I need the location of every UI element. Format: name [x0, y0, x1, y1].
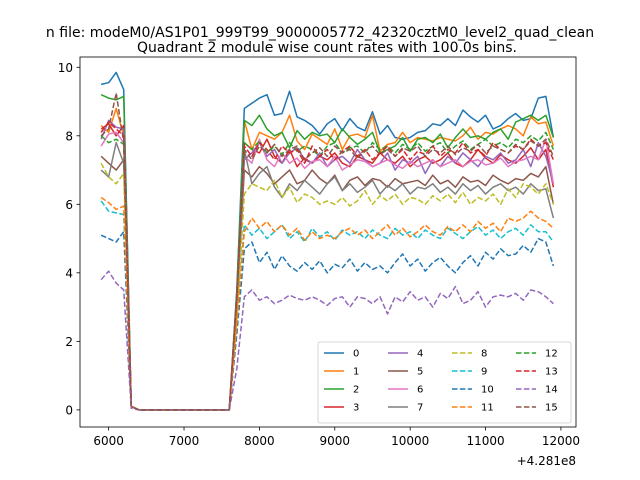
x-tick-label: 9000 [320, 434, 351, 448]
legend-label-10: 10 [481, 385, 494, 396]
y-tick-label: 8 [65, 129, 73, 143]
legend-label-8: 8 [481, 349, 487, 360]
y-tick-label: 4 [65, 266, 73, 280]
y-tick-label: 2 [65, 335, 73, 349]
x-tick-label: 12000 [542, 434, 580, 448]
series-line-11 [100, 196, 554, 411]
legend-label-12: 12 [545, 349, 558, 360]
legend-label-11: 11 [481, 403, 494, 414]
legend-label-3: 3 [353, 403, 359, 414]
plot-frame [79, 56, 577, 428]
series-line-15 [100, 92, 555, 411]
legend-label-1: 1 [353, 367, 359, 378]
legend-label-2: 2 [353, 385, 359, 396]
x-tick-label: 8000 [244, 434, 275, 448]
y-tick-label: 0 [65, 403, 73, 417]
legend-label-15: 15 [545, 403, 558, 414]
series-layer [100, 71, 555, 411]
x-tick-label: 11000 [466, 434, 504, 448]
x-offset-label: +4.281e8 [517, 454, 576, 468]
chart-title: Quadrant 2 module wise count rates with … [137, 40, 517, 56]
x-tick-label: 10000 [391, 434, 429, 448]
legend-label-4: 4 [417, 349, 423, 360]
y-tick-label: 6 [65, 198, 73, 212]
legend-label-6: 6 [417, 385, 423, 396]
legend-label-5: 5 [417, 367, 423, 378]
legend-label-0: 0 [353, 349, 359, 360]
legend-label-9: 9 [481, 367, 487, 378]
legend-label-14: 14 [545, 385, 558, 396]
x-tick-label: 7000 [169, 434, 200, 448]
chart-suptitle: n file: modeM0/AS1P01_999T99_9000005772_… [46, 25, 594, 41]
legend-label-7: 7 [417, 403, 423, 414]
legend-box [317, 341, 572, 424]
legend-label-13: 13 [545, 367, 558, 378]
y-tick-label: 10 [58, 61, 73, 75]
x-tick-label: 6000 [93, 434, 124, 448]
